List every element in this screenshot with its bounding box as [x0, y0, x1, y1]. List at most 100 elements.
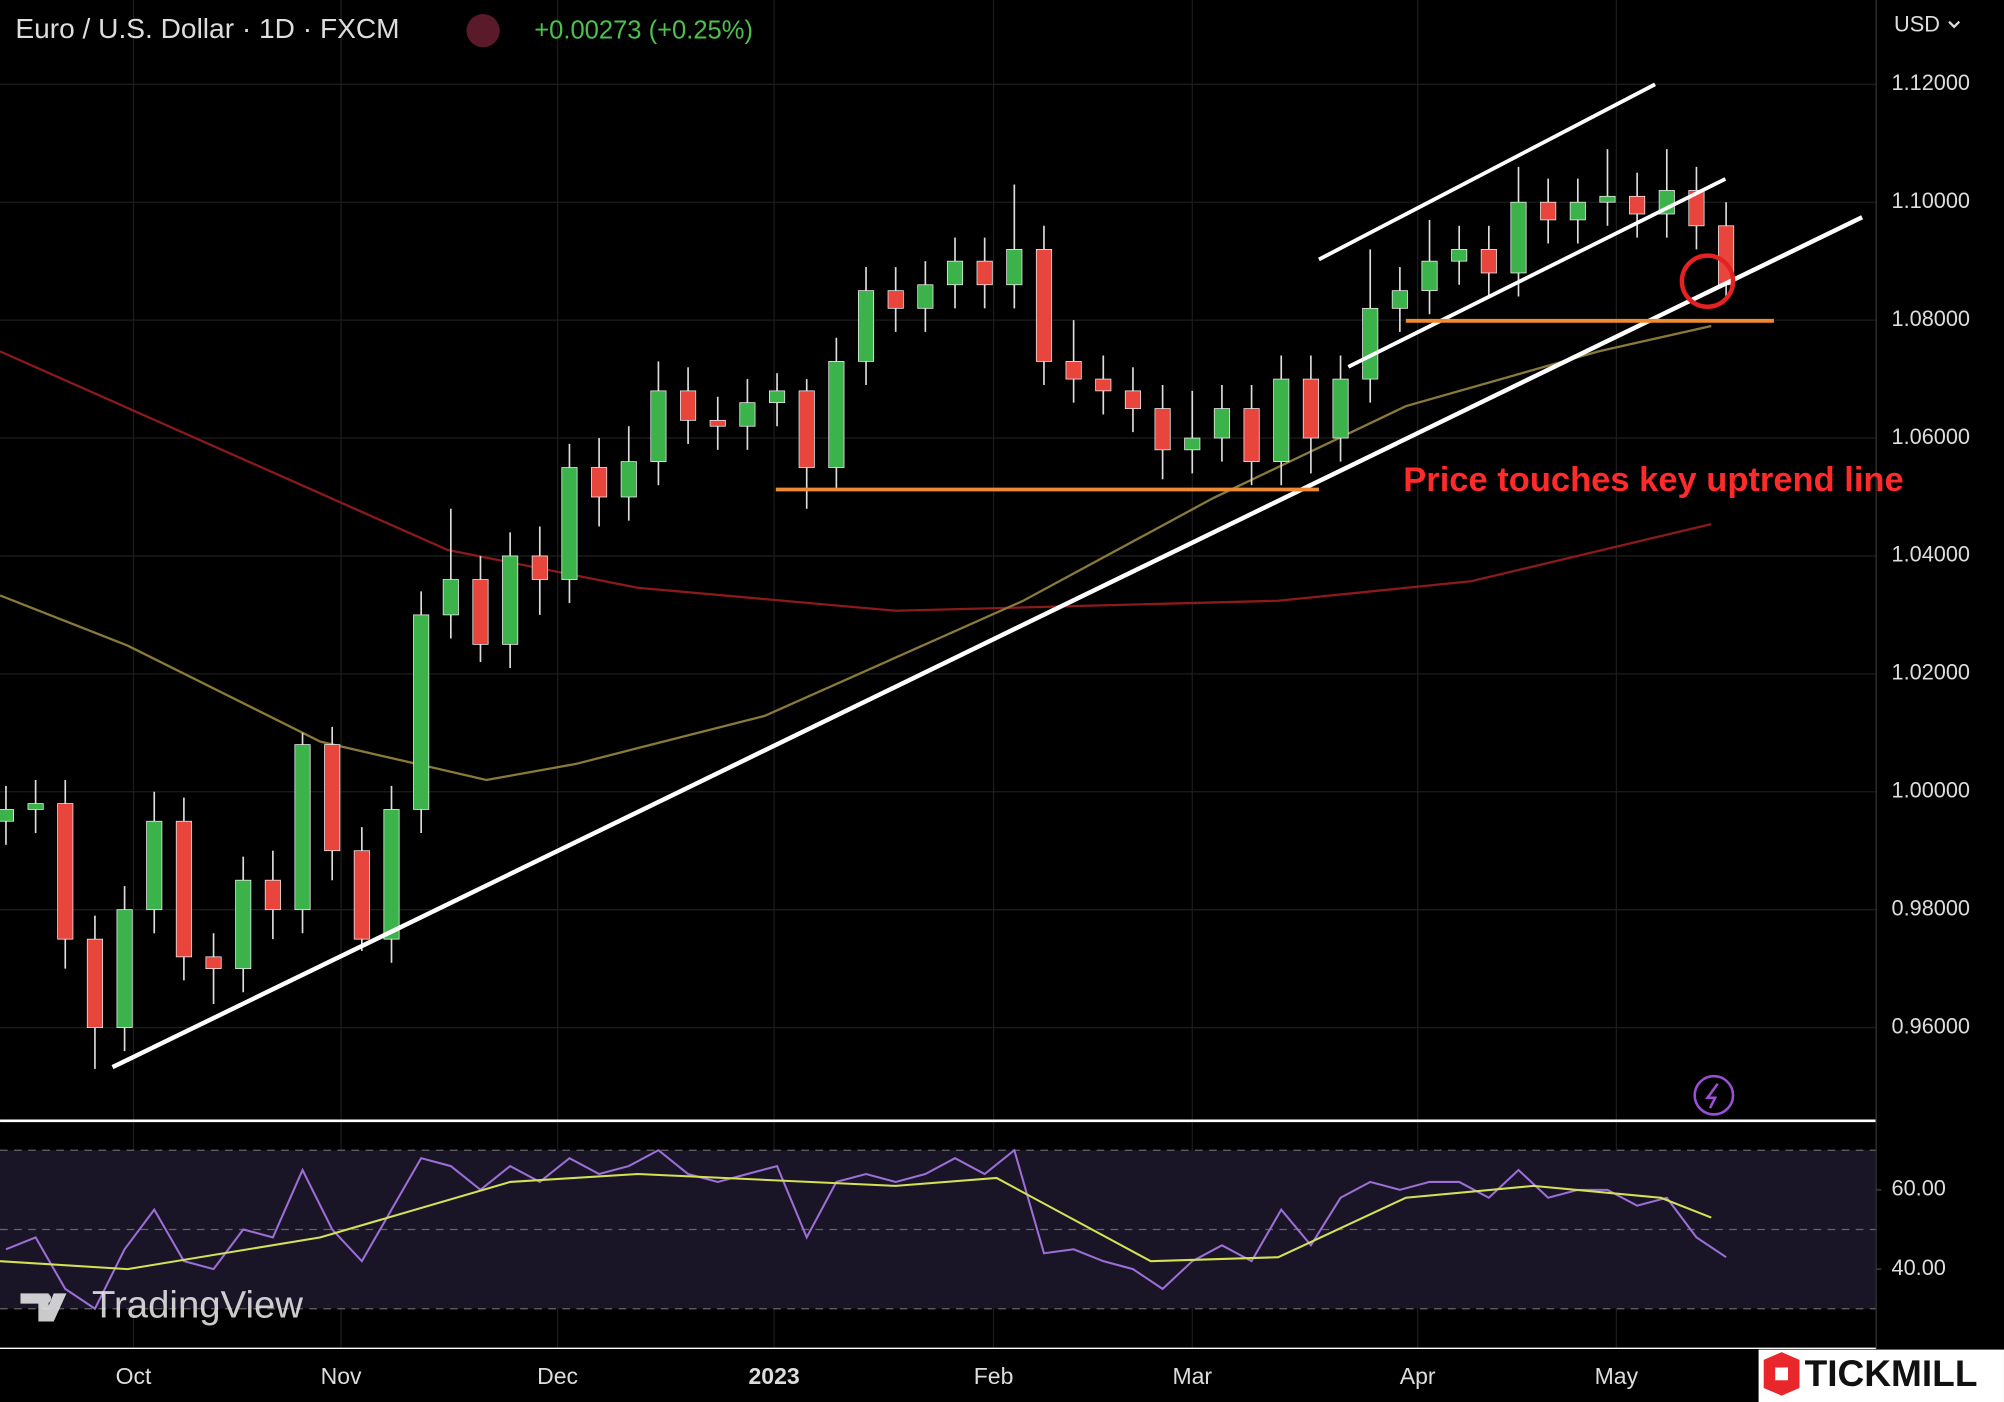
price-change: +0.00273 (+0.25%): [534, 17, 753, 45]
candle-body: [769, 390, 786, 404]
moving-average: [0, 324, 1712, 782]
candle-body: [1065, 361, 1082, 380]
candle-body: [353, 850, 370, 940]
candle-body: [1273, 378, 1290, 463]
candle-body: [1095, 378, 1112, 392]
watermark-logo: [40, 1293, 52, 1304]
indicator-icon: [466, 14, 500, 48]
candle-body: [917, 284, 934, 309]
candle-body: [324, 744, 341, 852]
y-tick-label: 1.02000: [1892, 660, 1971, 685]
brand-logo: [1775, 1367, 1788, 1381]
candle-body: [1184, 437, 1201, 451]
y-tick-label: 0.96000: [1892, 1013, 1971, 1038]
x-tick-label: Oct: [116, 1363, 152, 1389]
candle-body: [1451, 248, 1468, 262]
candle-body: [1302, 378, 1319, 439]
x-tick-label: Mar: [1172, 1363, 1212, 1389]
y-tick-label: 60.00: [1892, 1176, 1946, 1201]
candle-body: [620, 461, 637, 498]
alert-icon-bolt: [1704, 1083, 1719, 1109]
annotation: Price touches key uptrend line: [1403, 461, 1903, 499]
candle-body: [116, 909, 133, 1028]
candle-body: [887, 290, 904, 309]
candle-body: [1154, 408, 1171, 451]
candle-body: [1480, 248, 1497, 274]
plot: Oct Nov Dec 2023 Feb Mar Apr May 0.96000 0.98000 1…: [0, 0, 1970, 1389]
brand-text: TICKMILL: [1805, 1352, 1978, 1394]
candle-body: [1391, 290, 1408, 309]
watermark: TradingView: [20, 1284, 303, 1327]
candle-body: [235, 879, 252, 970]
candle-body: [1035, 248, 1053, 362]
candle-body: [146, 820, 163, 911]
candle-body: [680, 390, 697, 421]
alert-icon[interactable]: [1693, 1074, 1735, 1116]
candle-body: [502, 555, 519, 645]
dropdown-caret: [1948, 20, 1961, 29]
candle-body: [442, 579, 459, 616]
candle-body: [650, 390, 667, 463]
rsi-line: [5, 1148, 1727, 1311]
channel-upper: [1318, 82, 1656, 262]
y-tick-label: 1.06000: [1892, 424, 1971, 449]
candle-body: [1124, 390, 1142, 409]
candle-body: [739, 402, 756, 427]
x-tick-label: May: [1595, 1363, 1639, 1389]
candle-body: [413, 614, 430, 810]
y-tick-label: 1.04000: [1892, 542, 1971, 567]
candle-body: [976, 260, 993, 286]
candle-body: [383, 809, 400, 940]
candle-body: [857, 290, 875, 362]
candle-body: [472, 579, 489, 645]
candle-body: [1569, 201, 1586, 221]
watermark-logo: [20, 1293, 67, 1322]
candle-body: [946, 260, 964, 286]
x-tick-label: Nov: [321, 1363, 362, 1389]
x-tick-label: Feb: [974, 1363, 1014, 1389]
candle-body: [1213, 408, 1230, 439]
y-tick-label: 1.08000: [1892, 306, 1971, 331]
candle-body: [1006, 248, 1023, 286]
y-tick-label: 1.00000: [1892, 777, 1971, 802]
symbol-title: Euro / U.S. Dollar · 1D · FXCM: [15, 13, 399, 44]
candle-body: [561, 467, 578, 580]
watermark-text: TradingView: [92, 1284, 303, 1327]
channel-lower: [1347, 177, 1727, 369]
candle-body: [1243, 408, 1260, 463]
y-tick-label: 0.98000: [1892, 895, 1971, 920]
candle-body: [709, 419, 726, 427]
candle-body: [531, 555, 548, 580]
candle-body: [1688, 190, 1705, 227]
y-tick-label: 40.00: [1892, 1255, 1946, 1280]
y-tick-label: 1.10000: [1892, 188, 1971, 213]
candle-body: [1332, 378, 1349, 439]
candle-body: [294, 744, 311, 911]
candle-body: [175, 820, 192, 958]
x-tick-label: Apr: [1400, 1363, 1436, 1389]
candle-body: [1629, 195, 1646, 215]
candle-body: [0, 809, 15, 822]
highlight-circle: [1679, 253, 1736, 309]
candle-body: [591, 467, 608, 498]
candle-body: [1599, 195, 1616, 203]
candle-body: [1510, 201, 1527, 274]
candle-body: [798, 390, 815, 468]
candle-body: [1421, 260, 1438, 292]
candle-body: [1540, 201, 1557, 221]
rsi-line: [0, 1172, 1712, 1271]
currency-select[interactable]: USD: [1894, 11, 1940, 36]
candle-body: [205, 956, 222, 970]
x-tick-label: 2023: [749, 1363, 800, 1389]
candle-body: [264, 879, 281, 911]
x-tick-label: Dec: [537, 1363, 578, 1389]
candle-body: [828, 361, 845, 468]
trend-line: [111, 215, 1864, 1070]
candle-body: [57, 803, 74, 940]
moving-average: [0, 350, 1712, 612]
candle-body: [27, 803, 44, 810]
y-tick-label: 1.12000: [1892, 70, 1971, 95]
candle-body: [86, 938, 103, 1028]
